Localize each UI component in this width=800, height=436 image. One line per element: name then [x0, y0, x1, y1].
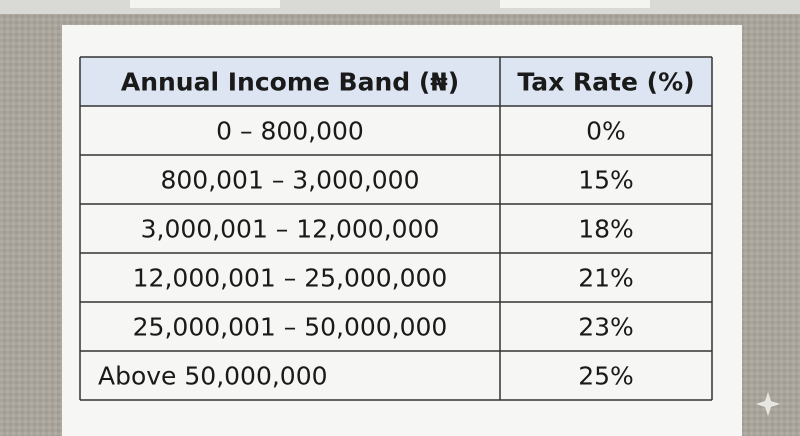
- table-cell: 12,000,001 – 25,000,000: [133, 264, 448, 293]
- table-cell: Above 50,000,000: [98, 362, 328, 391]
- table-cell: 3,000,001 – 12,000,000: [141, 215, 440, 244]
- header-row: [80, 57, 712, 106]
- table-cell: 25,000,001 – 50,000,000: [133, 313, 448, 342]
- table-cell: 15%: [578, 166, 634, 195]
- table-cell: 0 – 800,000: [216, 117, 364, 146]
- table-cell: 800,001 – 3,000,000: [160, 166, 419, 195]
- header-cell: Tax Rate (%): [517, 68, 694, 97]
- table-cell: 25%: [578, 362, 634, 391]
- table-cell: 18%: [578, 215, 634, 244]
- table-cell: 21%: [578, 264, 634, 293]
- ceiling-light: [130, 0, 280, 8]
- table-cell: 23%: [578, 313, 634, 342]
- tax-table: Annual Income Band (₦) Tax Rate (%) 0 – 80…: [79, 56, 713, 401]
- header-cell: Annual Income Band (₦): [121, 68, 459, 97]
- table-cell: 0%: [586, 117, 626, 146]
- ceiling: [0, 0, 800, 14]
- ceiling-light: [500, 0, 650, 8]
- sparkle-icon: [756, 392, 780, 416]
